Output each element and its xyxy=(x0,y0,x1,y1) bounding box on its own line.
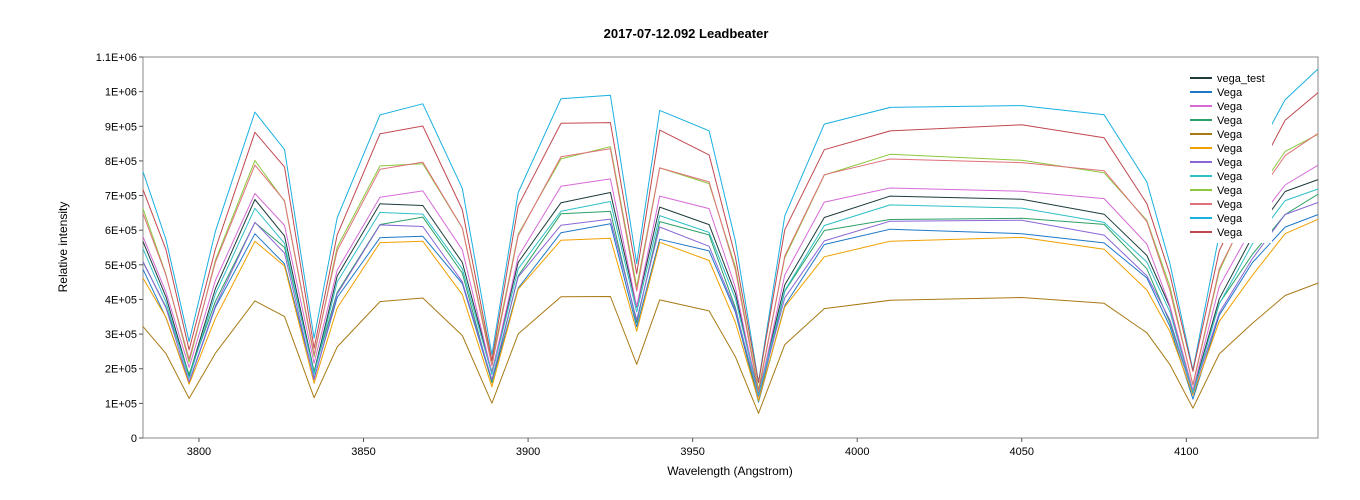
x-axis: 3800 3850 3900 3950 4000 4050 4100 xyxy=(187,438,1199,458)
x-tick-label: 3950 xyxy=(680,446,704,458)
y-tick-label: 4E+05 xyxy=(105,294,137,306)
legend-label: Vega xyxy=(1217,101,1243,113)
legend-label: Vega xyxy=(1217,115,1243,127)
y-tick-label: 1E+06 xyxy=(105,87,137,99)
legend-label: Vega xyxy=(1217,185,1243,197)
y-axis-label: Relative intensity xyxy=(56,202,70,293)
series-group xyxy=(142,68,1319,414)
series-line xyxy=(142,282,1319,414)
x-tick-label: 4100 xyxy=(1174,446,1198,458)
legend: vega_test Vega Vega Vega Vega Vega Vega Vega Veg… xyxy=(1184,69,1272,243)
legend-label: Vega xyxy=(1217,129,1243,141)
y-axis: 0 1E+05 2E+05 3E+05 4E+05 5E+05 6E+05 7E+05 8E+0… xyxy=(96,52,143,445)
y-tick-label: 0 xyxy=(131,433,137,445)
y-tick-label: 9E+05 xyxy=(105,121,137,133)
y-tick-label: 7E+05 xyxy=(105,191,137,203)
x-tick-label: 4000 xyxy=(845,446,869,458)
y-tick-label: 6E+05 xyxy=(105,225,137,237)
series-line xyxy=(142,188,1319,396)
series-line xyxy=(142,164,1319,398)
legend-label: Vega xyxy=(1217,171,1243,183)
series-line xyxy=(142,202,1319,397)
legend-label: Vega xyxy=(1217,227,1243,239)
series-line xyxy=(142,218,1319,402)
legend-label: Vega xyxy=(1217,87,1243,99)
x-tick-label: 3900 xyxy=(516,446,540,458)
legend-label: Vega xyxy=(1217,157,1243,169)
y-tick-label: 8E+05 xyxy=(105,156,137,168)
series-line xyxy=(142,179,1319,395)
series-line xyxy=(142,132,1319,393)
x-tick-label: 4050 xyxy=(1010,446,1034,458)
y-tick-label: 2E+05 xyxy=(105,364,137,376)
y-tick-label: 1E+05 xyxy=(105,398,137,410)
legend-box xyxy=(1184,69,1272,243)
series-line xyxy=(142,214,1319,403)
chart-title: 2017-07-12.092 Leadbeater xyxy=(604,26,769,41)
legend-label: Vega xyxy=(1217,143,1243,155)
plot-area xyxy=(142,56,1319,439)
legend-label: Vega xyxy=(1217,213,1243,225)
y-tick-label: 1.1E+06 xyxy=(96,52,137,64)
legend-label: vega_test xyxy=(1217,73,1265,85)
x-tick-label: 3850 xyxy=(351,446,375,458)
legend-label: Vega xyxy=(1217,199,1243,211)
y-tick-label: 5E+05 xyxy=(105,260,137,272)
x-tick-label: 3800 xyxy=(187,446,211,458)
x-axis-label: Wavelength (Angstrom) xyxy=(667,464,793,478)
series-line xyxy=(142,92,1319,384)
series-line xyxy=(142,68,1319,383)
y-tick-label: 3E+05 xyxy=(105,329,137,341)
